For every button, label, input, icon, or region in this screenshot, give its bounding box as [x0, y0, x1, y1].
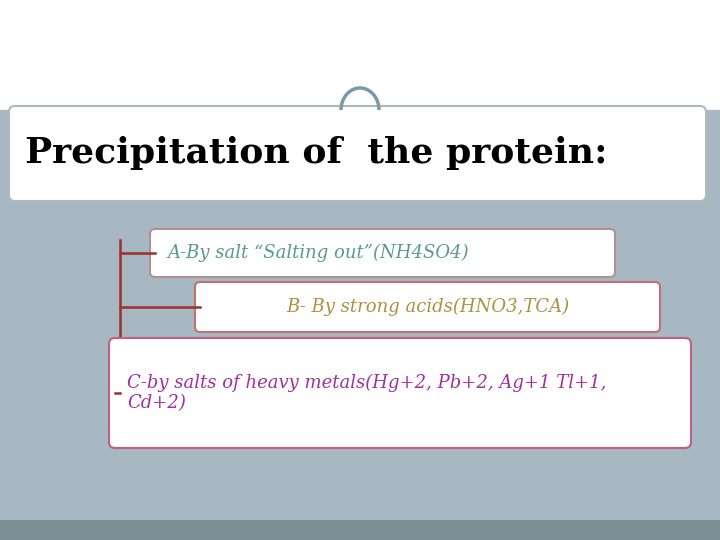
FancyBboxPatch shape — [9, 106, 706, 201]
Text: A-By salt “Salting out”(NH4SO4): A-By salt “Salting out”(NH4SO4) — [167, 244, 469, 262]
FancyBboxPatch shape — [195, 282, 660, 332]
Text: Precipitation of  the protein:: Precipitation of the protein: — [25, 137, 608, 171]
Text: B- By strong acids(HNO3,TCA): B- By strong acids(HNO3,TCA) — [286, 298, 569, 316]
FancyBboxPatch shape — [0, 520, 720, 540]
FancyBboxPatch shape — [0, 0, 720, 110]
FancyBboxPatch shape — [150, 229, 615, 277]
FancyBboxPatch shape — [109, 338, 691, 448]
Text: C-by salts of heavy metals(Hg+2, Pb+2, Ag+1 Tl+1,
Cd+2): C-by salts of heavy metals(Hg+2, Pb+2, A… — [127, 374, 606, 413]
